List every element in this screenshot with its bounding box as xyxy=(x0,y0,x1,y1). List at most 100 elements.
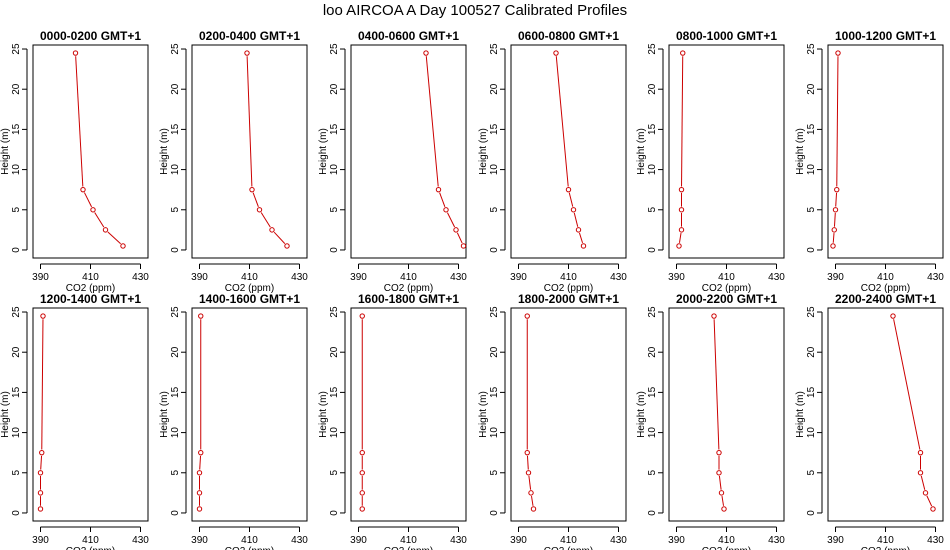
x-tick-label: 390 xyxy=(191,535,208,546)
x-tick-label: 390 xyxy=(827,272,844,283)
profile-point xyxy=(196,506,203,512)
profile-point xyxy=(244,50,250,56)
profile-point xyxy=(72,50,79,56)
panel-title: 2000-2200 GMT+1 xyxy=(676,292,777,306)
y-axis-label: Height (m) xyxy=(318,391,329,438)
profile-point xyxy=(580,243,587,249)
plot-frame xyxy=(350,307,467,522)
profile-segment xyxy=(446,212,456,228)
profile-segment xyxy=(246,56,253,187)
x-tick-label: 410 xyxy=(877,535,894,546)
panel-title: 0400-0600 GMT+1 xyxy=(358,29,459,43)
x-axis-label: CO2 (ppm) xyxy=(861,283,910,294)
x-tick-label: 390 xyxy=(827,535,844,546)
profile-point xyxy=(39,449,45,456)
profile-segment xyxy=(721,495,725,506)
y-tick-label: 20 xyxy=(329,83,340,95)
y-tick-label: 15 xyxy=(489,123,500,135)
y-axis-label: Height (m) xyxy=(159,391,170,438)
profile-point xyxy=(553,50,559,56)
profile-segment xyxy=(528,475,532,490)
y-tick-label: 15 xyxy=(806,386,817,398)
y-tick-label: 5 xyxy=(647,207,658,213)
profile-segment xyxy=(573,212,579,227)
y-tick-label: 15 xyxy=(170,386,181,398)
profile-segment xyxy=(836,56,839,187)
profile-point xyxy=(678,186,685,193)
profile-point xyxy=(930,506,936,512)
y-tick-label: 5 xyxy=(11,470,22,476)
profile-point xyxy=(834,186,840,193)
y-tick-label: 25 xyxy=(489,306,500,318)
panel-3: 0400-0600 GMT+1 0 5 10 15 20 25 Height (m) 390 41… xyxy=(318,29,467,294)
profile-point xyxy=(831,227,837,233)
y-axis-label: Height (m) xyxy=(478,391,489,438)
x-tick-label: 410 xyxy=(400,272,417,283)
x-axis-label: CO2 (ppm) xyxy=(66,546,115,550)
profile-point xyxy=(256,207,263,213)
y-tick-label: 15 xyxy=(489,386,500,398)
x-axis-label: CO2 (ppm) xyxy=(861,546,910,550)
profile-point xyxy=(680,50,686,56)
x-axis-label: CO2 (ppm) xyxy=(225,546,274,550)
plot-frame xyxy=(32,44,149,259)
x-axis-label: CO2 (ppm) xyxy=(544,283,593,294)
profile-segment xyxy=(713,319,720,450)
profile-point xyxy=(359,449,365,456)
profile-segment xyxy=(832,233,835,243)
y-tick-label: 25 xyxy=(806,306,817,318)
y-tick-label: 25 xyxy=(329,43,340,55)
y-tick-label: 0 xyxy=(489,510,500,516)
x-tick-label: 410 xyxy=(241,535,258,546)
y-tick-label: 20 xyxy=(647,83,658,95)
profile-segment xyxy=(41,319,44,450)
profile-point xyxy=(90,207,96,213)
x-axis-label: CO2 (ppm) xyxy=(66,283,115,294)
y-tick-label: 5 xyxy=(11,207,22,213)
profile-point xyxy=(711,313,717,319)
profile-segment xyxy=(107,231,121,245)
y-tick-label: 5 xyxy=(489,207,500,213)
x-tick-label: 430 xyxy=(291,272,308,283)
profile-segment xyxy=(75,56,84,187)
x-tick-label: 430 xyxy=(610,535,627,546)
y-tick-label: 0 xyxy=(647,247,658,253)
profile-point xyxy=(40,313,46,319)
x-tick-label: 410 xyxy=(560,535,577,546)
y-tick-label: 10 xyxy=(489,164,500,176)
y-tick-label: 25 xyxy=(647,306,658,318)
y-tick-label: 20 xyxy=(806,346,817,358)
plot-frame xyxy=(350,44,467,259)
profile-segment xyxy=(530,495,534,506)
profile-segment xyxy=(83,192,93,208)
profile-point xyxy=(830,243,836,249)
y-tick-label: 0 xyxy=(329,510,340,516)
panel-title: 1000-1200 GMT+1 xyxy=(835,29,936,43)
x-tick-label: 430 xyxy=(768,272,785,283)
x-tick-label: 410 xyxy=(877,272,894,283)
x-tick-label: 430 xyxy=(450,272,467,283)
profile-point xyxy=(423,50,429,56)
y-tick-label: 25 xyxy=(806,43,817,55)
y-axis-label: Height (m) xyxy=(318,128,329,175)
profile-point xyxy=(678,227,685,233)
y-tick-label: 15 xyxy=(170,123,181,135)
panel-8: 1400-1600 GMT+1 0 5 10 15 20 25 Height (m) 390 41… xyxy=(159,292,308,550)
y-tick-label: 25 xyxy=(489,43,500,55)
y-axis-label: Height (m) xyxy=(159,128,170,175)
profile-point xyxy=(524,313,530,319)
profile-point xyxy=(284,243,290,249)
profile-point xyxy=(102,227,109,233)
x-tick-label: 390 xyxy=(350,272,367,283)
y-tick-label: 10 xyxy=(170,164,181,176)
panel-title: 1800-2000 GMT+1 xyxy=(518,292,619,306)
panel-9: 1600-1800 GMT+1 0 5 10 15 20 25 Height (m) 390 41… xyxy=(318,292,467,550)
profile-segment xyxy=(568,192,574,207)
profile-point xyxy=(198,449,204,456)
x-axis-label: CO2 (ppm) xyxy=(544,546,593,550)
profile-point xyxy=(678,207,685,213)
y-tick-label: 25 xyxy=(329,306,340,318)
profile-point xyxy=(249,186,255,193)
x-tick-label: 390 xyxy=(510,272,527,283)
